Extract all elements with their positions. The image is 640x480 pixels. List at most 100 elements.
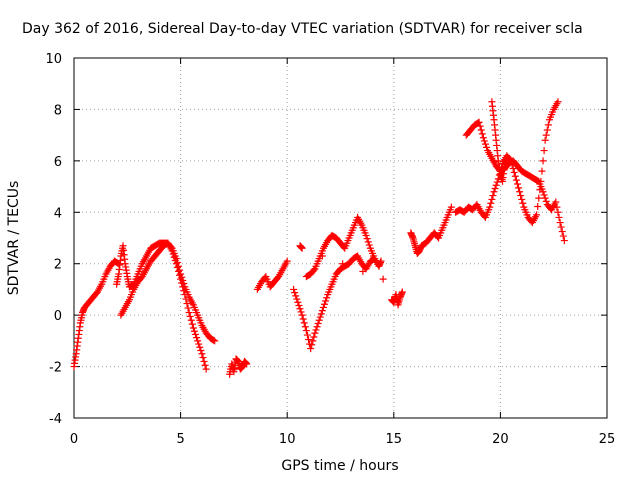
data-point [560,237,568,245]
y-tick-labels: -4 -2 0 2 4 6 8 10 [45,52,62,427]
data-point [488,195,496,203]
data-point [183,300,191,308]
x-tick-labels: 0 5 10 15 20 25 [70,432,615,447]
y-tick-label: 0 [54,309,62,324]
data-point [535,194,543,202]
data-point [292,292,300,300]
data-point [364,238,372,246]
data-point [475,118,483,126]
data-point [553,203,561,211]
data-point [359,267,367,275]
series-seg-b [113,239,219,345]
data-point [479,134,487,142]
data-point [185,309,193,317]
data-point [200,357,208,365]
data-point [298,311,306,319]
data-point [316,313,324,321]
data-point [544,121,552,129]
data-point [318,252,326,260]
data-point [193,334,201,342]
data-point [534,203,542,210]
data-point [539,157,547,165]
data-point [516,188,524,196]
data-point [299,315,307,323]
x-axis-label: GPS time / hours [281,458,398,474]
data-point [305,336,313,344]
data-point [518,195,526,203]
data-point [483,143,491,151]
data-point [298,244,306,252]
data-point [283,257,291,265]
data-point [481,140,489,148]
data-point [486,203,494,211]
data-point [179,283,187,291]
data-point [476,122,484,130]
y-tick-label: 10 [45,52,62,67]
data-point [314,320,322,327]
data-point [379,275,387,283]
y-tick-label: 6 [54,155,62,170]
data-point [192,330,200,338]
data-point [322,297,330,305]
data-point [184,304,192,312]
data-point [243,360,251,368]
data-point [554,98,562,106]
data-point [533,211,541,219]
x-tick-label: 10 [279,432,296,447]
data-point [202,365,210,373]
data-point [339,260,347,268]
data-point [296,305,304,313]
data-point [194,337,202,345]
x-tick-label: 25 [599,432,616,447]
ticks [73,57,608,419]
data-point [541,194,549,202]
data-point [189,324,197,332]
data-point [513,180,521,188]
series-seg-a [70,257,123,371]
data-point [515,184,523,192]
data-points [70,98,568,378]
data-point [309,337,317,345]
grid-lines [74,58,607,418]
data-point [539,188,547,196]
data-point [178,279,186,287]
data-point [198,350,206,358]
data-point [540,147,548,155]
series-seg-h [296,242,387,283]
data-point [302,327,310,335]
data-point [490,188,498,196]
data-point [538,167,546,175]
series-seg-f [290,252,379,353]
series-seg-m [488,98,511,185]
data-point [171,257,179,264]
data-point [187,316,195,324]
data-point [301,323,309,331]
data-point [559,232,567,240]
y-axis-label: SDTVAR / TECUs [6,181,22,296]
data-point [493,178,501,186]
data-point [310,266,318,274]
data-point [519,199,527,207]
data-point [478,130,486,138]
series-seg-i [388,288,406,309]
data-point [362,231,370,239]
data-point [211,337,219,345]
data-point [293,295,301,303]
y-tick-label: 8 [54,103,62,118]
data-point [173,264,181,272]
data-point [554,208,562,216]
data-point [174,267,182,275]
data-point [313,323,321,331]
data-point [487,199,495,207]
series-seg-c [117,239,210,373]
data-point [195,340,203,348]
x-tick-label: 0 [70,432,78,447]
y-tick-label: -4 [49,412,62,427]
series-seg-l [462,118,568,245]
data-point [542,131,550,139]
data-point [201,361,209,369]
data-point [186,312,194,320]
data-point [509,165,517,173]
data-point [323,294,331,302]
data-point [181,291,189,299]
